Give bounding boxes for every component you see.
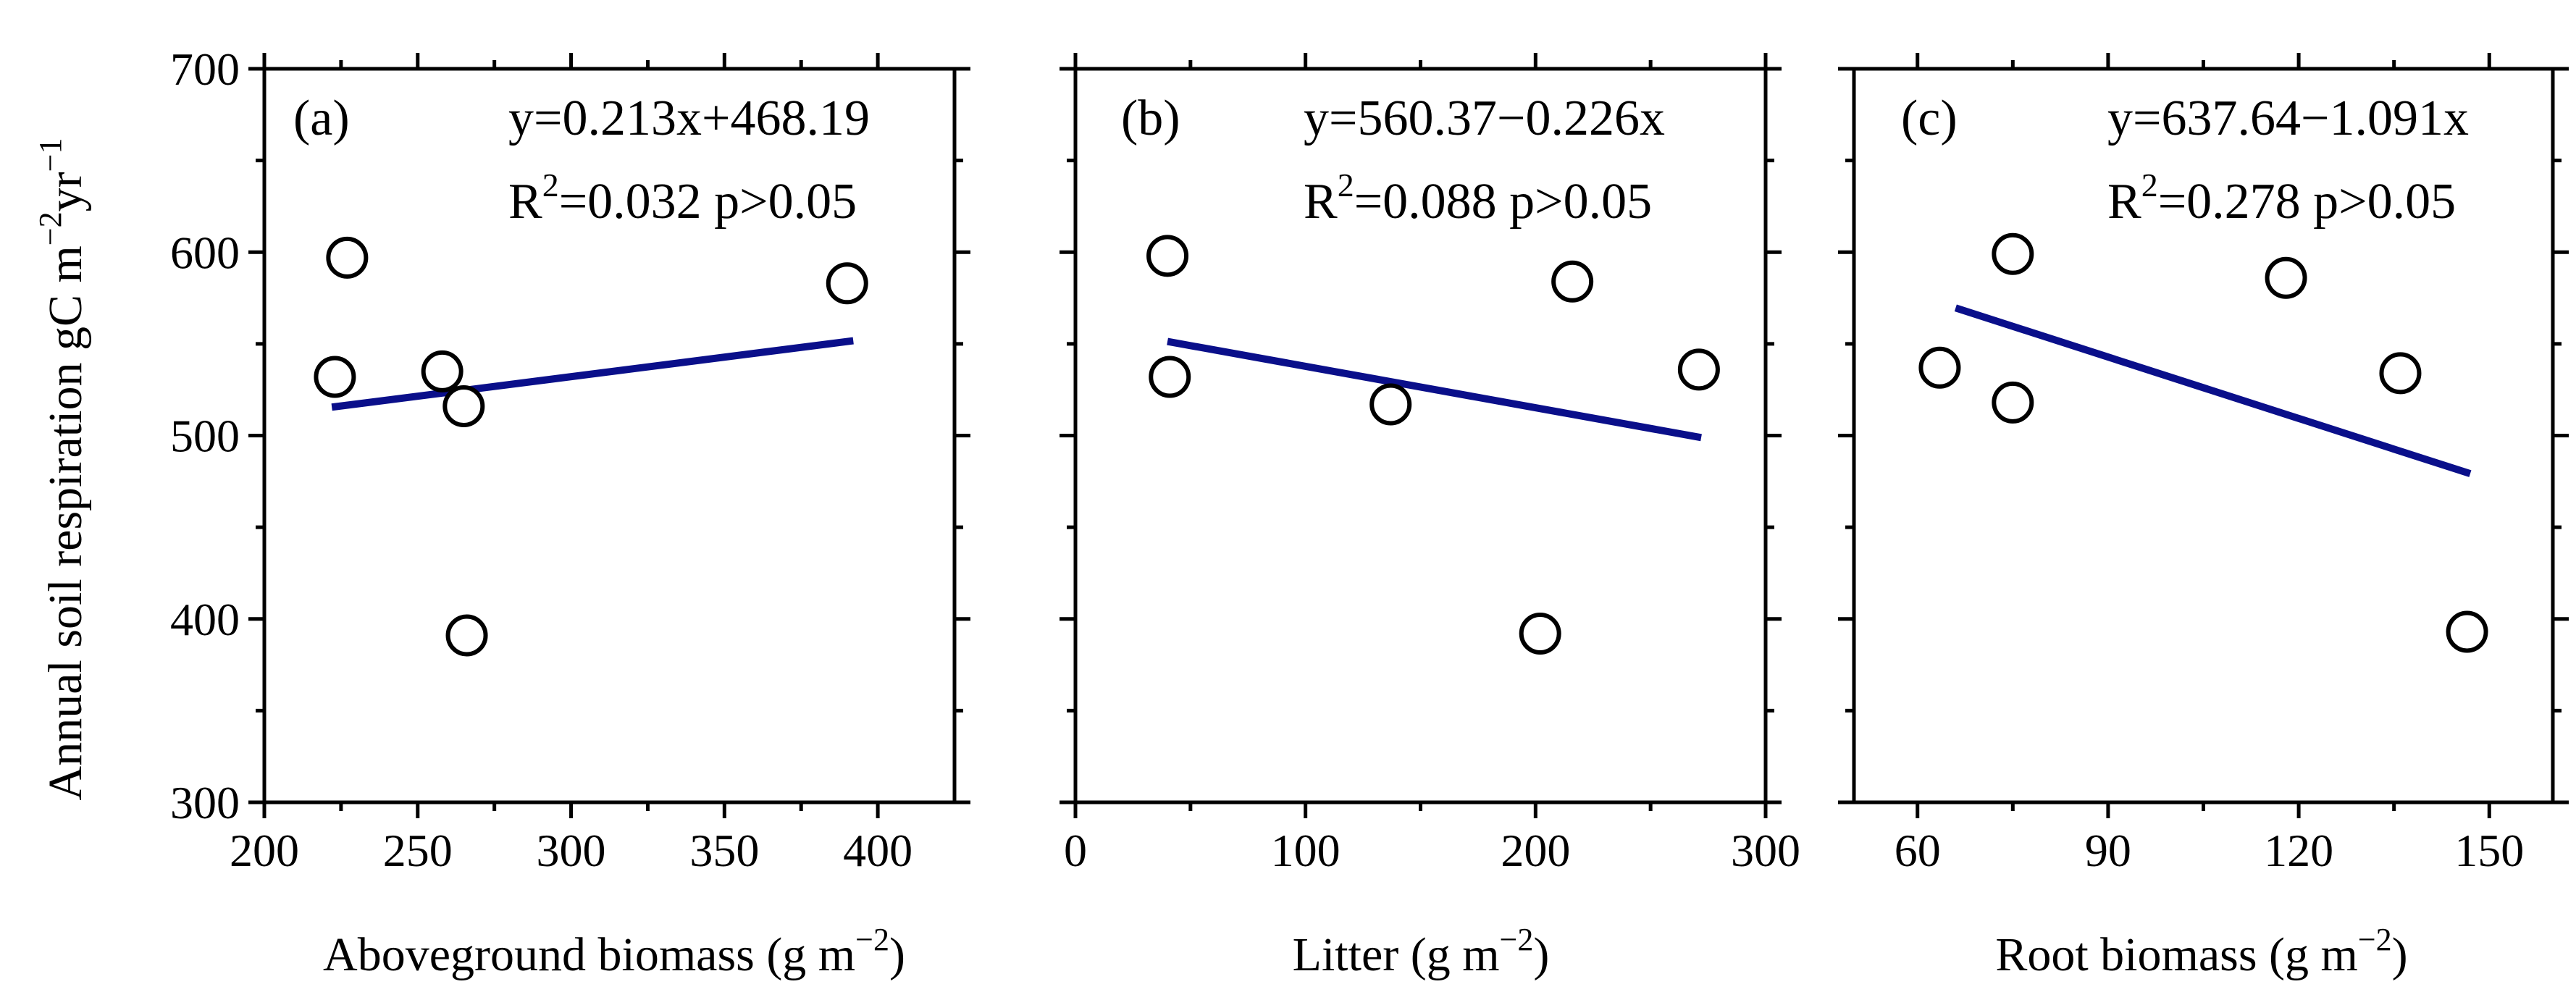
panel-c-frame	[1852, 67, 2555, 804]
panel-b-x-tick-label: 300	[1731, 825, 1800, 876]
panel-b-label: (b)	[1121, 91, 1180, 146]
panel-b-equation: y=560.37−0.226x	[1304, 91, 1665, 146]
panel-b-data-point	[1677, 348, 1720, 391]
panel-a-x-tick-label: 350	[689, 825, 759, 876]
panel-c-x-tick-label: 120	[2264, 825, 2333, 876]
panel-c: (c) y=637.64−1.091x R2=0.278 p>0.05 Root…	[1838, 53, 2569, 981]
panel-b-fit-line	[1167, 337, 1702, 442]
panel-c-x-tick-label: 150	[2454, 825, 2524, 876]
panel-a-data-point	[442, 385, 485, 427]
panel-a-equation: y=0.213x+468.19	[508, 91, 870, 146]
panel-a-y-tick-label: 700	[170, 43, 240, 95]
y-axis-label: Annual soil respiration gC m−2yr−1	[33, 138, 92, 801]
panel-a-x-tick-label: 200	[230, 825, 299, 876]
panel-b-data-point	[1146, 235, 1189, 277]
panel-a-fit-line	[331, 337, 854, 411]
panel-a-y-tick-label: 600	[170, 227, 240, 278]
panel-c-r2: R2=0.278 p>0.05	[2107, 167, 2456, 230]
panel-a-data-point	[326, 236, 369, 279]
panel-a-x-tick-label: 400	[843, 825, 912, 876]
panel-c-label: (c)	[1901, 91, 1958, 146]
panel-c-data-point	[2379, 352, 2422, 395]
panel-a-y-tick-label: 400	[170, 594, 240, 645]
panel-a: (a) y=0.213x+468.19 R2=0.032 p>0.05 Abov…	[170, 43, 970, 981]
panel-a-x-tick-label: 250	[383, 825, 453, 876]
panel-c-data-point	[2265, 256, 2307, 299]
panel-a-data-point	[421, 350, 463, 392]
panel-b-x-tick-label: 200	[1501, 825, 1570, 876]
panel-c-data-point	[1918, 346, 1961, 389]
panel-c-x-tick-label: 90	[2085, 825, 2131, 876]
panel-b: (b) y=560.37−0.226x R2=0.088 p>0.05 Litt…	[1060, 53, 1800, 981]
panel-a-x-tick-label: 300	[537, 825, 606, 876]
panel-a-y-tick-label: 300	[170, 777, 240, 828]
panel-b-frame	[1073, 67, 1768, 804]
panel-c-x-tick-label: 60	[1895, 825, 1941, 876]
panel-b-data-point	[1551, 260, 1594, 303]
panel-c-fit-line	[1954, 304, 2472, 477]
panel-a-label: (a)	[293, 91, 350, 146]
panel-c-data-point	[1992, 232, 2034, 275]
panel-a-y-tick-label: 500	[170, 411, 240, 462]
panel-a-frame	[262, 67, 957, 804]
panel-c-x-axis-label: Root biomass (g m−2)	[1995, 922, 2407, 981]
panel-b-data-point	[1149, 356, 1191, 398]
panel-b-x-axis-label: Litter (g m−2)	[1293, 922, 1550, 981]
panel-b-x-tick-label: 0	[1064, 825, 1087, 876]
panel-c-equation: y=637.64−1.091x	[2107, 91, 2469, 146]
panel-a-x-axis-label: Aboveground biomass (g m−2)	[323, 922, 905, 981]
panel-c-data-point	[1992, 381, 2034, 424]
panel-a-data-point	[826, 262, 868, 305]
panel-b-data-point	[1519, 613, 1561, 655]
panel-b-data-point	[1369, 383, 1412, 426]
panel-c-axes	[1838, 53, 2569, 818]
panel-b-x-tick-label: 100	[1271, 825, 1341, 876]
panel-a-axes	[248, 53, 970, 818]
panel-b-r2: R2=0.088 p>0.05	[1304, 167, 1652, 230]
panel-a-data-point	[445, 614, 488, 657]
panel-a-data-point	[314, 356, 356, 398]
panel-c-data-point	[2446, 610, 2488, 653]
panel-a-r2: R2=0.032 p>0.05	[508, 167, 857, 230]
